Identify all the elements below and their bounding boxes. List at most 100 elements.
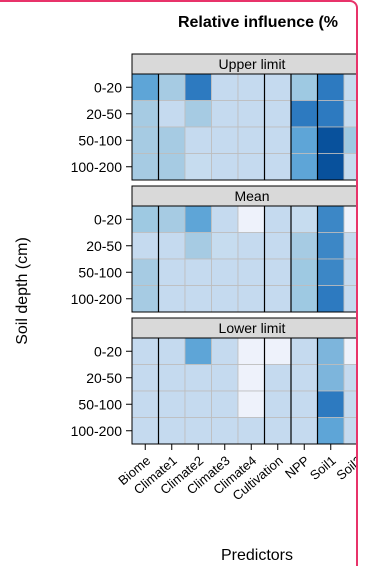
y-tick-label: 50-100 [78, 264, 122, 280]
heatmap-cell [237, 73, 265, 101]
heatmap-cell [211, 285, 239, 313]
heatmap-cell [290, 205, 318, 233]
heatmap-cell [290, 285, 318, 313]
panel-frame [131, 205, 358, 313]
heatmap-cell [184, 153, 212, 181]
heatmap-cell [343, 153, 358, 181]
y-tick-label: 20-50 [86, 370, 122, 386]
heatmap-cell [343, 232, 358, 260]
heatmap-cell [264, 232, 292, 260]
heatmap-cell [158, 285, 186, 313]
heatmap-cell [237, 258, 265, 286]
heatmap-cell [264, 417, 292, 445]
heatmap-cell [317, 205, 345, 233]
y-tick-label: 50-100 [78, 132, 122, 148]
heatmap-cell [290, 417, 318, 445]
heatmap-cell [343, 258, 358, 286]
panel-strip-label: Upper limit [219, 56, 286, 72]
heatmap-cell [290, 390, 318, 418]
heatmap-cell [211, 73, 239, 101]
heatmap-cell [290, 364, 318, 392]
x-tick-label: Soil1 [307, 453, 339, 483]
heatmap-cell [264, 337, 292, 365]
heatmap-cell [131, 285, 159, 313]
panels-clipped: Upper limit Mean Lower limit [131, 53, 358, 445]
heatmap-cell [264, 390, 292, 418]
heatmap-cell [184, 126, 212, 154]
panel-strip-label: Mean [234, 188, 269, 204]
heatmap-cell [343, 364, 358, 392]
heatmap-cell [131, 73, 159, 101]
chart-title: Relative influence (% [178, 14, 338, 31]
heatmap-cell [237, 285, 265, 313]
heatmap-cell [211, 258, 239, 286]
heatmap-cell [317, 337, 345, 365]
heatmap-cell [317, 73, 345, 101]
heatmap-cell [184, 232, 212, 260]
x-tick-label: NPP [282, 453, 312, 482]
heatmap-cell [264, 73, 292, 101]
heatmap-cell [131, 258, 159, 286]
panel-0: Upper limit [131, 53, 358, 181]
heatmap-cell [131, 126, 159, 154]
heatmap-cell [211, 153, 239, 181]
x-tick-label: Soil2 [333, 453, 365, 483]
heatmap-cell [184, 285, 212, 313]
x-ticks-clipped: BiomeClimate1Climate2Climate3Climate4Cul… [115, 444, 365, 503]
heatmap-cell [211, 205, 239, 233]
heatmap-cell [290, 337, 318, 365]
heatmap-cell [290, 232, 318, 260]
heatmap-cell [317, 126, 345, 154]
heatmap-cell [290, 100, 318, 128]
heatmap-cell [264, 258, 292, 286]
heatmap-cell [237, 390, 265, 418]
panel-frame [131, 73, 358, 181]
heatmap-cell [158, 337, 186, 365]
heatmap-cell [131, 205, 159, 233]
heatmap-cell [237, 232, 265, 260]
heatmap-cell [290, 126, 318, 154]
heatmap-cell [211, 390, 239, 418]
heatmap-cell [237, 364, 265, 392]
heatmap-cell [184, 258, 212, 286]
heatmap-cell [264, 285, 292, 313]
heatmap-cell [131, 153, 159, 181]
heatmap-cell [184, 364, 212, 392]
y-tick-label: 50-100 [78, 396, 122, 412]
heatmap-cell [237, 153, 265, 181]
heatmap-cell [131, 364, 159, 392]
heatmap-cell [158, 205, 186, 233]
heatmap-cell [264, 153, 292, 181]
y-tick-label: 100-200 [71, 159, 123, 175]
heatmap-cell [317, 100, 345, 128]
heatmap-cell [211, 126, 239, 154]
heatmap-cell [131, 232, 159, 260]
heatmap-cell [131, 390, 159, 418]
y-tick-label: 0-20 [94, 79, 122, 95]
heatmap-cell [211, 232, 239, 260]
heatmap-cell [317, 153, 345, 181]
heatmap-cell [317, 417, 345, 445]
heatmap-cell [343, 417, 358, 445]
heatmap-cell [184, 100, 212, 128]
y-tick-label: 100-200 [71, 291, 123, 307]
heatmap-cell [264, 126, 292, 154]
y-tick-label: 20-50 [86, 106, 122, 122]
heatmap-cell [290, 258, 318, 286]
heatmap-cell [158, 126, 186, 154]
heatmap-cell [158, 153, 186, 181]
y-axis-label: Soil depth (cm) [14, 237, 31, 345]
heatmap-cell [343, 337, 358, 365]
heatmap-cell [184, 205, 212, 233]
heatmap-cell [211, 417, 239, 445]
heatmap-cell [158, 73, 186, 101]
heatmap-cell [158, 417, 186, 445]
heatmap-cell [237, 126, 265, 154]
heatmap-cell [343, 205, 358, 233]
heatmap-cell [343, 73, 358, 101]
heatmap-cell [211, 337, 239, 365]
heatmap-cell [264, 100, 292, 128]
heatmap-cell [131, 337, 159, 365]
heatmap-cell [184, 417, 212, 445]
